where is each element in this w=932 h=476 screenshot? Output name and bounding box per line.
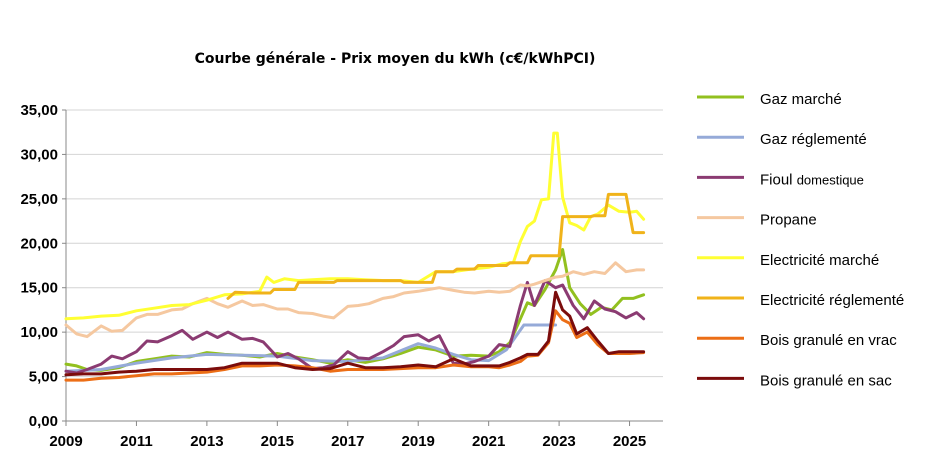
x-tick-label: 2023	[542, 433, 575, 450]
legend-label: Gaz réglementé	[760, 131, 867, 148]
series-line	[64, 131, 646, 321]
legend-label: Electricité réglementé	[760, 292, 904, 309]
y-tick-label: 20,00	[20, 235, 58, 252]
series-line	[64, 323, 558, 373]
grid	[66, 109, 663, 378]
legend-label: Propane	[760, 212, 817, 229]
series-line	[64, 309, 646, 382]
x-tick-label: 2021	[472, 433, 505, 450]
x-tick-label: 2009	[49, 433, 82, 450]
series-line	[64, 248, 646, 372]
y-tick-label: 30,00	[20, 146, 58, 163]
x-tick-label: 2011	[120, 433, 153, 450]
legend-label: Bois granulé en vrac	[760, 332, 897, 349]
x-tick-label: 2013	[190, 433, 223, 450]
y-tick-label: 0,00	[29, 413, 58, 430]
legend-label: Bois granulé en sac	[760, 372, 892, 389]
x-tick-label: 2017	[331, 433, 364, 450]
series-line	[226, 192, 646, 300]
legend: Gaz marché Gaz réglementé Fioul domestique…	[697, 91, 904, 389]
series-line	[64, 290, 646, 377]
legend-label: Gaz marché	[760, 91, 842, 108]
y-tick-label: 25,00	[20, 191, 58, 208]
x-tick-label: 2019	[402, 433, 435, 450]
legend-label: Fioul domestique	[760, 171, 864, 188]
y-tick-label: 10,00	[20, 324, 58, 341]
axes: 0,00 5,00 10,00 15,00 20,00 25,00 30,00 35,00 20…	[20, 102, 663, 450]
y-tick-label: 5,00	[29, 369, 58, 386]
series-line	[64, 261, 646, 339]
legend-label: Electricité marché	[760, 252, 879, 269]
series-line	[64, 279, 646, 375]
x-tick-label: 2015	[261, 433, 294, 450]
y-tick-label: 15,00	[20, 280, 58, 297]
series-lines	[64, 131, 646, 382]
y-tick-label: 35,00	[20, 102, 58, 119]
x-tick-label: 2025	[613, 433, 646, 450]
chart-title: Courbe générale - Prix moyen du kWh (c€/…	[195, 51, 596, 67]
